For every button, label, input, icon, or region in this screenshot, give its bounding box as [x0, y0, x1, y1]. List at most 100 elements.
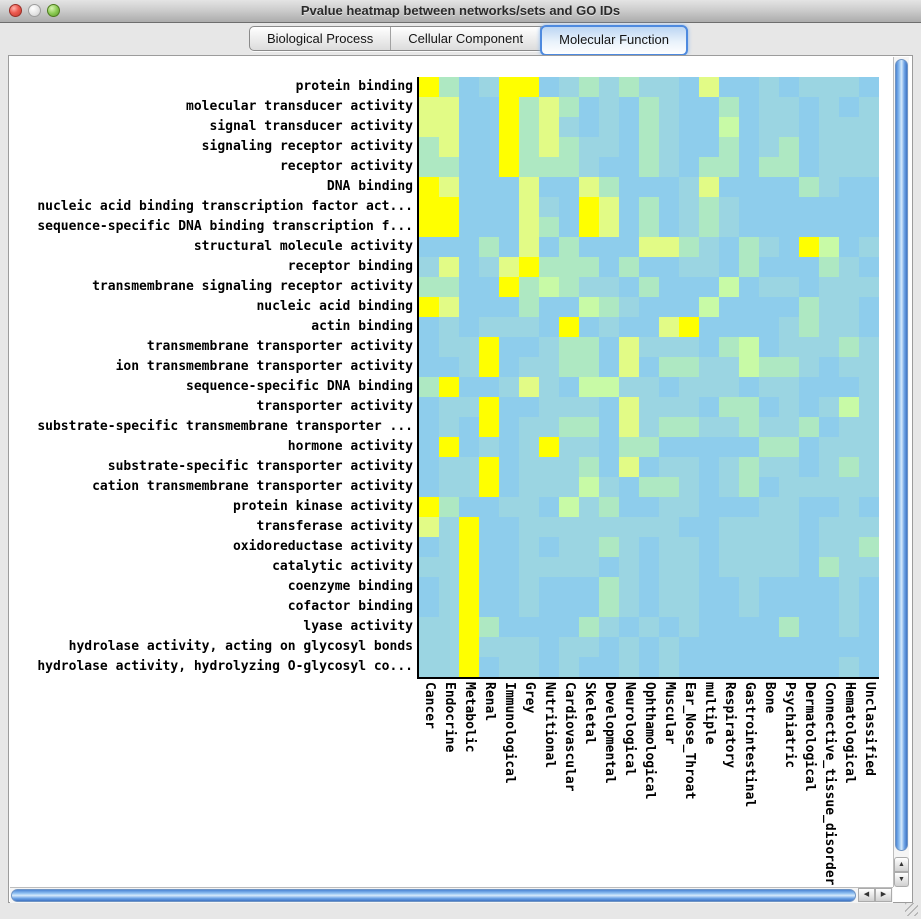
heatmap-cell	[599, 77, 619, 97]
heatmap-cell	[719, 377, 739, 397]
heatmap-cell	[599, 397, 619, 417]
heatmap-cell	[799, 177, 819, 197]
horizontal-scrollbar-thumb[interactable]	[11, 889, 856, 902]
minimize-button[interactable]	[28, 4, 41, 17]
heatmap-cell	[499, 237, 519, 257]
heatmap-cell	[599, 117, 619, 137]
heatmap-cell	[739, 337, 759, 357]
column-label: Renal	[482, 682, 497, 722]
heatmap-cell	[419, 317, 439, 337]
heatmap-cell	[439, 657, 459, 677]
heatmap-cell	[819, 377, 839, 397]
heatmap-cell	[499, 177, 519, 197]
heatmap-cell	[639, 657, 659, 677]
heatmap-cell	[559, 297, 579, 317]
heatmap-cell	[699, 217, 719, 237]
heatmap-cell	[839, 417, 859, 437]
heatmap-cell	[599, 637, 619, 657]
row-label: hormone activity	[287, 439, 413, 454]
heatmap-cell	[439, 217, 459, 237]
heatmap-cell	[739, 417, 759, 437]
heatmap-cell	[599, 97, 619, 117]
scroll-right-button[interactable]: ▶	[875, 888, 892, 902]
heatmap-cell	[599, 237, 619, 257]
heatmap-cell	[579, 117, 599, 137]
heatmap-cell	[539, 577, 559, 597]
vertical-scrollbar[interactable]: ▲ ▼	[893, 57, 909, 887]
heatmap-cell	[659, 517, 679, 537]
heatmap-cell	[839, 457, 859, 477]
zoom-button[interactable]	[47, 4, 60, 17]
heatmap-cell	[839, 137, 859, 157]
heatmap-cell	[659, 277, 679, 297]
heatmap-cell	[659, 397, 679, 417]
heatmap-cell	[699, 437, 719, 457]
heatmap-cell	[439, 317, 459, 337]
heatmap-cell	[819, 477, 839, 497]
heatmap-cell	[459, 617, 479, 637]
heatmap-cell	[459, 257, 479, 277]
heatmap-cell	[519, 277, 539, 297]
heatmap-cell	[419, 257, 439, 277]
heatmap-cell	[819, 597, 839, 617]
heatmap-cell	[519, 77, 539, 97]
heatmap-cell	[659, 157, 679, 177]
heatmap-cell	[699, 477, 719, 497]
heatmap-cell	[679, 237, 699, 257]
heatmap-cell	[499, 297, 519, 317]
heatmap-cell	[519, 637, 539, 657]
heatmap-cell	[499, 417, 519, 437]
heatmap-cell	[479, 417, 499, 437]
heatmap-cell	[499, 537, 519, 557]
close-button[interactable]	[9, 4, 22, 17]
heatmap-cell	[799, 637, 819, 657]
heatmap-cell	[799, 557, 819, 577]
tab-biological-process[interactable]: Biological Process	[250, 27, 392, 50]
vertical-scrollbar-thumb[interactable]	[895, 59, 908, 851]
scroll-down-button[interactable]: ▼	[894, 872, 909, 887]
heatmap-cell	[479, 357, 499, 377]
heatmap-cell	[679, 497, 699, 517]
titlebar: Pvalue heatmap between networks/sets and…	[0, 0, 921, 23]
heatmap-cell	[439, 637, 459, 657]
resize-grip[interactable]	[905, 903, 918, 916]
heatmap-cell	[759, 137, 779, 157]
tab-cellular-component[interactable]: Cellular Component	[391, 27, 542, 50]
heatmap-cell	[459, 537, 479, 557]
heatmap-cell	[499, 617, 519, 637]
column-label: Immunological	[502, 682, 517, 784]
heatmap-cell	[779, 417, 799, 437]
heatmap-cell	[619, 237, 639, 257]
tab-molecular-function[interactable]: Molecular Function	[540, 25, 688, 56]
heatmap-cell	[699, 637, 719, 657]
heatmap-cell	[679, 217, 699, 237]
row-label: substrate-specific transmembrane transpo…	[37, 419, 413, 434]
heatmap-cell	[699, 457, 719, 477]
horizontal-scrollbar[interactable]: ◀ ▶	[10, 887, 893, 903]
heatmap-cell	[539, 357, 559, 377]
heatmap-cell	[539, 397, 559, 417]
heatmap-cell	[559, 417, 579, 437]
heatmap-cell	[719, 237, 739, 257]
heatmap-cell	[739, 437, 759, 457]
scroll-left-button[interactable]: ◀	[858, 888, 875, 902]
heatmap-cell	[619, 477, 639, 497]
heatmap-cell	[859, 277, 879, 297]
heatmap-cell	[859, 197, 879, 217]
heatmap-cell	[699, 157, 719, 177]
scroll-up-button[interactable]: ▲	[894, 857, 909, 872]
heatmap-cell	[819, 137, 839, 157]
heatmap-cell	[679, 537, 699, 557]
heatmap-cell	[699, 517, 719, 537]
heatmap-cell	[819, 77, 839, 97]
heatmap-cell	[659, 257, 679, 277]
heatmap-cell	[699, 417, 719, 437]
heatmap-cell	[719, 537, 739, 557]
heatmap-cell	[839, 257, 859, 277]
heatmap-cell	[619, 497, 639, 517]
heatmap-cell	[739, 477, 759, 497]
heatmap-cell	[799, 417, 819, 437]
heatmap-cell	[579, 517, 599, 537]
heatmap-cell	[599, 337, 619, 357]
heatmap-cell	[859, 77, 879, 97]
